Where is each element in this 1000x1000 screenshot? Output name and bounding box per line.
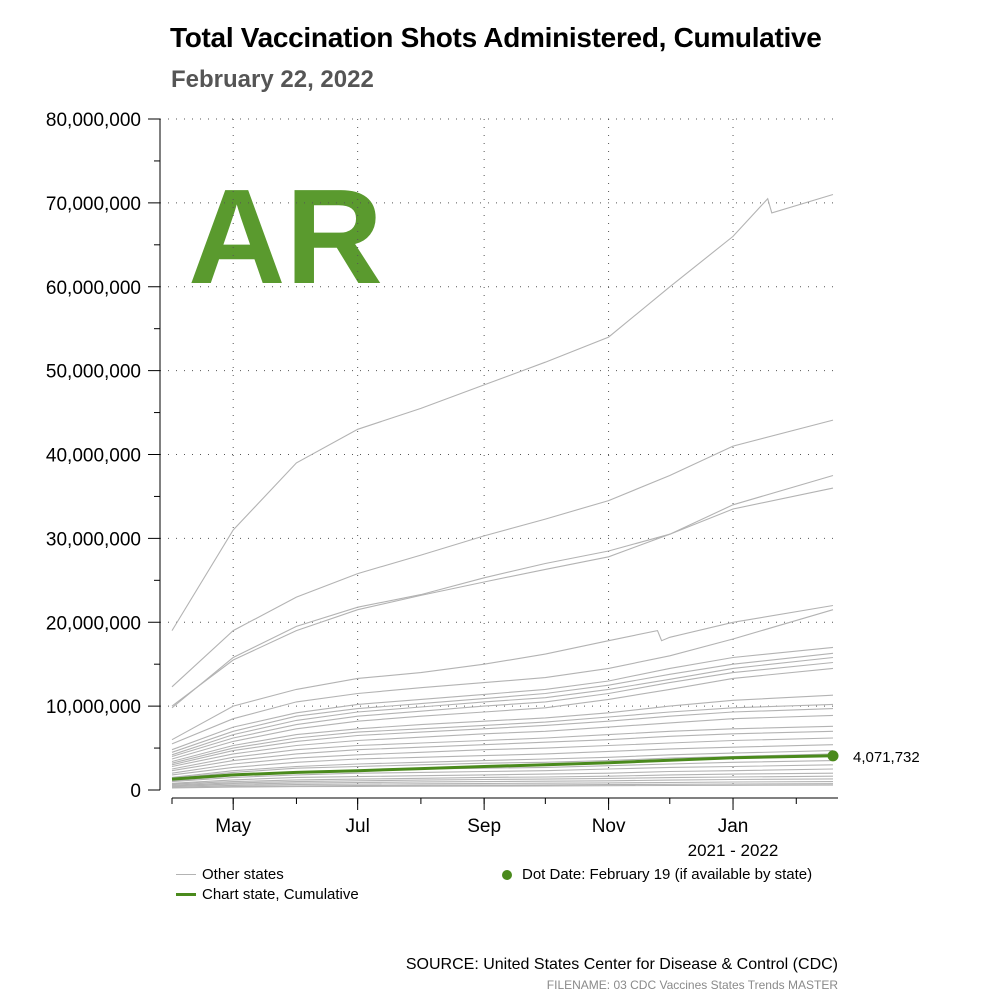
y-tick-label: 40,000,000 xyxy=(46,446,141,467)
other-state-line xyxy=(171,419,834,688)
chart-state-end-label: 4,071,732 xyxy=(853,749,920,766)
other-state-line xyxy=(171,750,834,778)
chart-state-end-dot xyxy=(827,750,839,762)
other-state-line xyxy=(171,783,834,789)
filename-note: FILENAME: 03 CDC Vaccines States Trends … xyxy=(546,978,838,992)
x-tick-label: Nov xyxy=(592,816,626,837)
other-state-line xyxy=(171,775,834,786)
legend-dot-date-label: Dot Date: February 19 (if available by s… xyxy=(522,866,813,883)
other-state-line xyxy=(171,725,834,770)
other-state-line xyxy=(171,652,834,753)
x-tick-label: May xyxy=(215,816,251,837)
other-state-line xyxy=(171,694,834,763)
other-state-line xyxy=(171,646,834,751)
other-state-line xyxy=(171,778,834,787)
y-tick-label: 70,000,000 xyxy=(46,194,141,215)
other-state-lines xyxy=(171,193,834,789)
other-state-line xyxy=(171,708,834,766)
other-state-line xyxy=(171,768,834,784)
other-state-line xyxy=(171,667,834,760)
source-note: SOURCE: United States Center for Disease… xyxy=(405,956,838,973)
chart-title: Total Vaccination Shots Administered, Cu… xyxy=(170,22,822,53)
other-state-line xyxy=(171,764,834,783)
legend-chart-state-swatch xyxy=(176,893,196,896)
other-state-line xyxy=(171,784,834,789)
chart-state-series: 4,071,732 xyxy=(171,749,920,781)
other-state-line xyxy=(171,737,834,774)
legend-dot-date: Dot Date: February 19 (if available by s… xyxy=(502,866,812,883)
other-state-line xyxy=(171,604,834,741)
x-tick-label: Sep xyxy=(467,816,501,837)
y-tick-label: 0 xyxy=(130,781,141,802)
other-state-line xyxy=(171,730,834,772)
other-state-line xyxy=(171,656,834,756)
other-state-line xyxy=(171,781,834,788)
chart-subtitle: February 22, 2022 xyxy=(171,66,374,93)
other-state-line xyxy=(171,703,834,764)
other-state-line xyxy=(171,487,834,707)
gridlines xyxy=(160,118,838,790)
other-state-line xyxy=(171,714,834,768)
other-state-line xyxy=(171,744,834,776)
legend-chart-state: Chart state, Cumulative xyxy=(176,886,359,903)
y-tick-label: 60,000,000 xyxy=(46,278,141,299)
legend-other-states-label: Other states xyxy=(202,866,284,883)
x-axis-label: 2021 - 2022 xyxy=(688,841,779,860)
chart-state-line xyxy=(171,754,834,781)
other-state-line xyxy=(171,609,834,745)
other-state-line xyxy=(171,661,834,758)
x-tick-label: Jul xyxy=(346,816,370,837)
legend-chart-state-label: Chart state, Cumulative xyxy=(202,886,359,903)
state-code-watermark: AR xyxy=(188,161,383,312)
other-state-line xyxy=(171,474,834,709)
x-tick-label: Jan xyxy=(718,816,749,837)
legend-other-states: Other states xyxy=(176,866,284,883)
y-tick-label: 80,000,000 xyxy=(46,110,141,131)
other-state-line xyxy=(171,772,834,785)
other-state-line xyxy=(171,753,834,779)
other-state-line xyxy=(171,193,834,631)
y-tick-label: 50,000,000 xyxy=(46,362,141,383)
legend-dot-swatch xyxy=(502,869,512,880)
y-tick-label: 20,000,000 xyxy=(46,613,141,634)
y-tick-label: 30,000,000 xyxy=(46,529,141,550)
axes: 0 10,000,000 20,000,000 30,000,000 40,000,00… xyxy=(46,110,838,837)
y-tick-label: 10,000,000 xyxy=(46,697,141,718)
legend-other-states-swatch xyxy=(176,874,196,875)
